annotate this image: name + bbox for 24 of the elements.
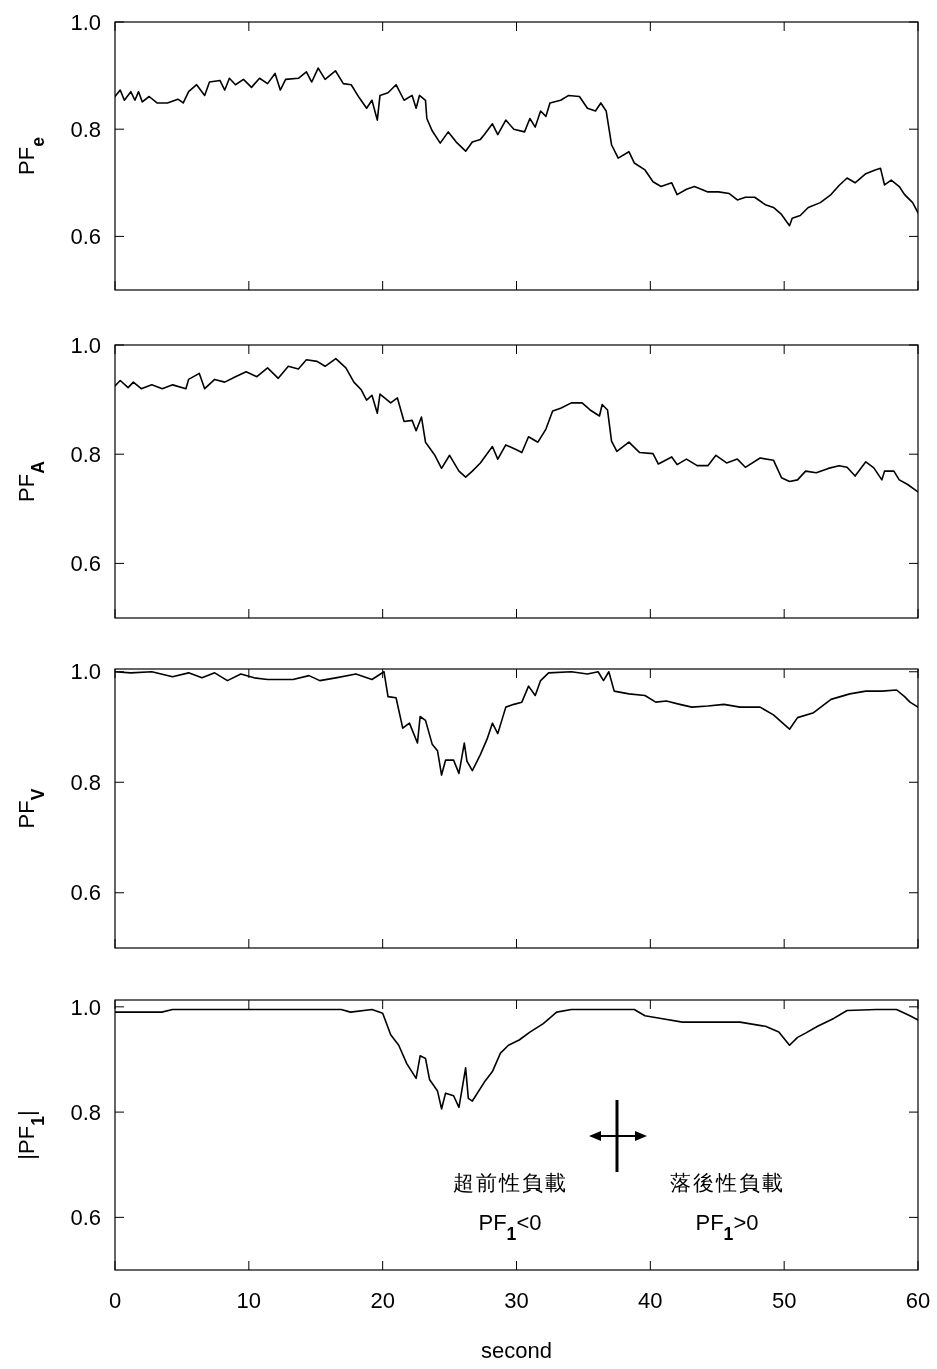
y-tick-label: 1.0: [70, 332, 101, 358]
annotation: 超前性負載: [452, 1171, 568, 1195]
annotation: PF$_{1}$<0: [478, 1210, 542, 1244]
y-tick-label: 0.6: [70, 551, 101, 577]
x-tick-label: 50: [771, 1288, 797, 1313]
y-tick-label: 0.6: [70, 224, 101, 250]
x-tick-label: 30: [504, 1288, 529, 1313]
x-tick-label: 20: [370, 1288, 395, 1313]
y-tick-label: 0.8: [70, 116, 101, 142]
y-tick-label: 0.8: [70, 769, 101, 795]
y-tick-label: 0.6: [70, 1205, 101, 1231]
y-tick-label: 1.0: [70, 9, 101, 35]
x-tick-label: 40: [638, 1288, 663, 1313]
annotation: 落後性負載: [669, 1171, 785, 1195]
y-tick-label: 1.0: [70, 994, 101, 1020]
x-tick-label: 0: [108, 1288, 122, 1313]
y-tick-label: 0.8: [70, 1099, 101, 1125]
y-tick-label: 1.0: [70, 659, 101, 685]
x-tick-label: 60: [905, 1288, 931, 1313]
y-tick-label: 0.8: [70, 441, 101, 467]
x-axis-title: second: [481, 1338, 552, 1363]
x-tick-label: 10: [236, 1288, 262, 1313]
annotation: PF$_{1}$>0: [695, 1210, 759, 1244]
y-tick-label: 0.6: [70, 880, 101, 906]
